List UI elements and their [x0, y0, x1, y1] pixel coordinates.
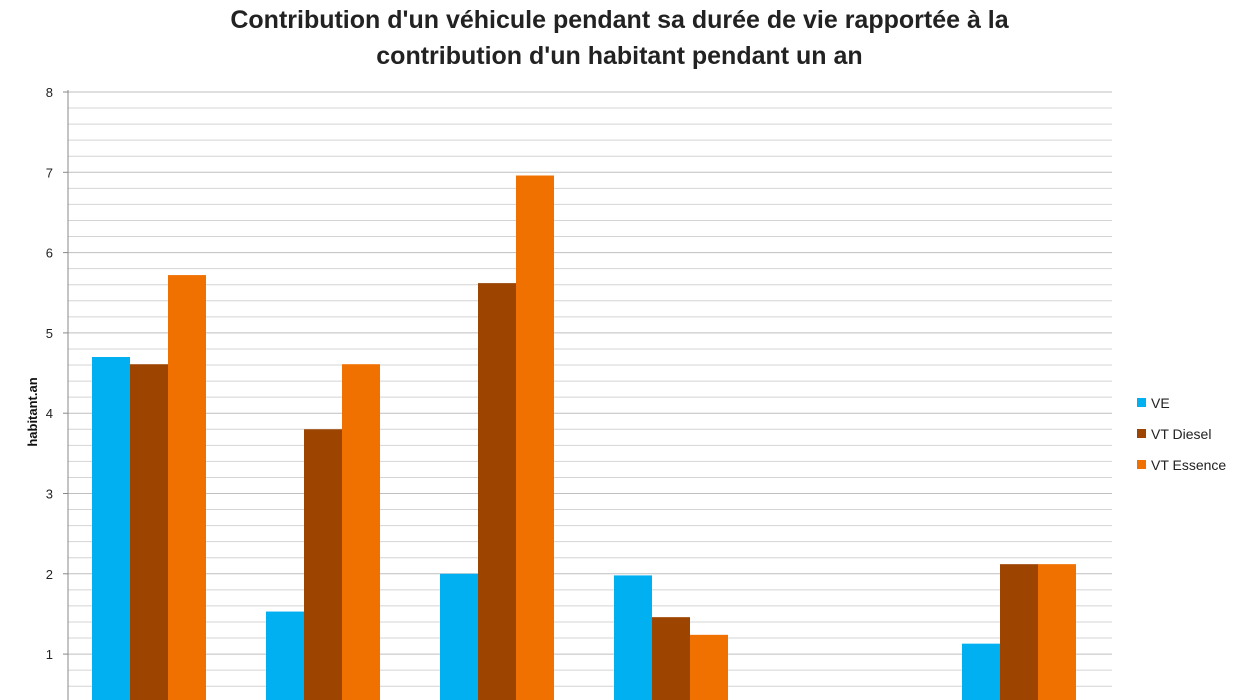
bars — [92, 175, 1076, 700]
gridlines — [68, 91, 1112, 687]
bar — [440, 573, 478, 700]
legend: VE VT Diesel VT Essence — [1137, 395, 1226, 473]
bar — [266, 611, 304, 700]
bar — [342, 364, 380, 700]
bar — [478, 283, 516, 700]
bar — [690, 634, 728, 700]
bar — [614, 575, 652, 700]
bar — [168, 275, 206, 700]
bar — [516, 175, 554, 700]
y-axis: 1 2 3 4 5 6 7 8 — [46, 85, 69, 700]
bar — [1000, 564, 1038, 700]
y-tick-label: 2 — [46, 567, 53, 582]
legend-swatch — [1137, 429, 1146, 438]
legend-label: VE — [1151, 395, 1170, 411]
y-tick-label: 1 — [46, 647, 53, 662]
legend-swatch — [1137, 398, 1146, 407]
y-tick-label: 3 — [46, 487, 53, 502]
y-tick-label: 7 — [46, 165, 53, 180]
bar — [962, 643, 1000, 700]
legend-label: VT Essence — [1151, 457, 1226, 473]
bar — [92, 356, 130, 700]
y-tick-label: 6 — [46, 246, 53, 261]
chart-title: Contribution d'un véhicule pendant sa du… — [0, 2, 1239, 74]
bar — [652, 617, 690, 700]
legend-swatch — [1137, 460, 1146, 469]
legend-label: VT Diesel — [1151, 426, 1211, 442]
chart-title-line-1: Contribution d'un véhicule pendant sa du… — [230, 6, 1009, 34]
y-axis-label: habitant.an — [25, 377, 40, 446]
y-tick-label: 8 — [46, 85, 53, 100]
y-tick-label: 4 — [46, 406, 53, 421]
bar — [304, 429, 342, 700]
y-tick-label: 5 — [46, 326, 53, 341]
chart-title-line-2: contribution d'un habitant pendant un an — [376, 42, 863, 70]
bar — [1038, 564, 1076, 700]
bar — [130, 364, 168, 700]
